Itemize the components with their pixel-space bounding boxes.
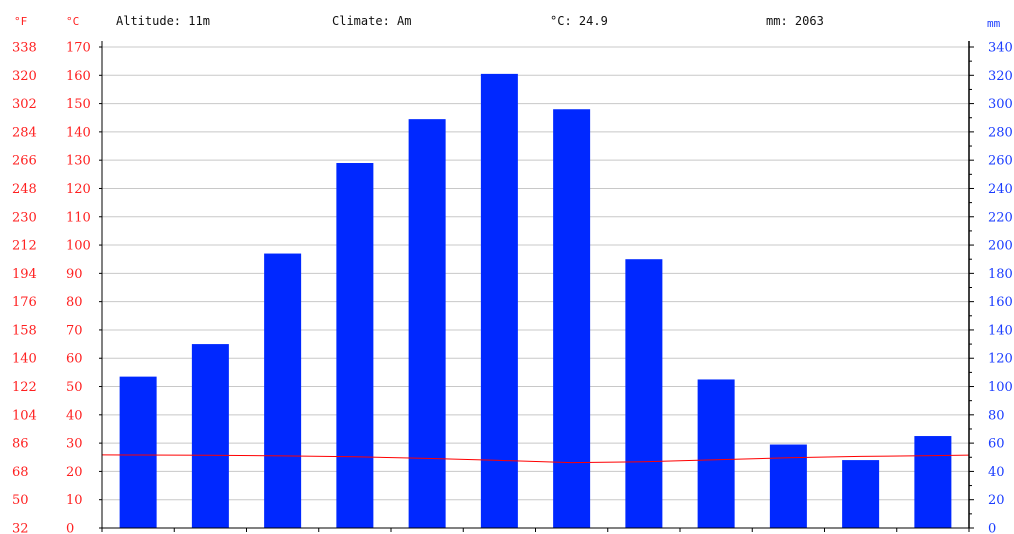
fahrenheit-tick-label: 68	[12, 465, 29, 480]
celsius-tick-label: 110	[66, 210, 91, 225]
fahrenheit-tick-label: 194	[12, 267, 37, 282]
precipitation-tick-label: 80	[988, 408, 1005, 423]
celsius-tick-label: 130	[66, 154, 91, 169]
fahrenheit-tick-label: 158	[12, 323, 37, 338]
precipitation-tick-label: 60	[988, 437, 1005, 452]
precipitation-tick-label: 260	[988, 154, 1013, 169]
celsius-tick-labels: 0 10 20 30 40 50 60 70 80 90 100 110 120 130 140 150 160…	[66, 41, 91, 534]
precipitation-bar-2	[191, 344, 229, 528]
celsius-tick-label: 0	[66, 522, 74, 534]
precipitation-bar-11	[842, 460, 880, 528]
celsius-tick-label: 100	[66, 239, 91, 254]
precipitation-bar-12	[914, 436, 952, 528]
fahrenheit-tick-label: 230	[12, 210, 37, 225]
precipitation-tick-labels: 0 20 40 60 80 100 120 140 160 180 200 220 240 260 280 3…	[988, 41, 1013, 534]
precipitation-tick-label: 240	[988, 182, 1013, 197]
precipitation-bar-4	[336, 163, 374, 528]
precipitation-bar-8	[625, 259, 663, 528]
celsius-tick-label: 50	[66, 380, 83, 395]
celsius-tick-label: 120	[66, 182, 91, 197]
temperature-line	[101, 454, 970, 464]
precipitation-tick-label: 340	[988, 41, 1013, 56]
fahrenheit-tick-label: 302	[12, 97, 37, 112]
precipitation-tick-label: 280	[988, 125, 1013, 140]
precipitation-tick-label: 220	[988, 210, 1013, 225]
precipitation-bar-9	[697, 379, 735, 528]
fahrenheit-tick-label: 50	[12, 493, 29, 508]
precipitation-bar-6	[480, 73, 518, 529]
precipitation-bars	[119, 73, 952, 529]
precipitation-bar-5	[408, 119, 446, 529]
celsius-tick-label: 40	[66, 408, 83, 423]
precipitation-tick-label: 320	[988, 69, 1013, 84]
precipitation-tick-label: 300	[988, 97, 1013, 112]
fahrenheit-tick-label: 140	[12, 352, 37, 367]
celsius-tick-label: 160	[66, 69, 91, 84]
precipitation-unit-label: mm	[987, 17, 1001, 30]
precipitation-tick-label: 160	[988, 295, 1013, 310]
fahrenheit-tick-label: 86	[12, 437, 29, 452]
fahrenheit-tick-label: 338	[12, 41, 37, 56]
fahrenheit-unit-label: °F	[14, 15, 27, 28]
mean-temperature-label: °C: 24.9	[550, 14, 608, 28]
precipitation-tick-label: 140	[988, 323, 1013, 338]
celsius-tick-label: 80	[66, 295, 83, 310]
celsius-tick-label: 20	[66, 465, 83, 480]
celsius-tick-label: 30	[66, 437, 83, 452]
precipitation-tick-label: 20	[988, 493, 1005, 508]
fahrenheit-tick-label: 122	[12, 380, 37, 395]
precipitation-tick-label: 0	[988, 522, 996, 534]
precipitation-tick-label: 40	[988, 465, 1005, 480]
celsius-unit-label: °C	[66, 15, 79, 28]
fahrenheit-tick-label: 248	[12, 182, 37, 197]
celsius-tick-label: 90	[66, 267, 83, 282]
precipitation-tick-label: 200	[988, 239, 1013, 254]
fahrenheit-tick-label: 32	[12, 522, 29, 534]
precipitation-bar-3	[264, 253, 302, 528]
celsius-tick-label: 150	[66, 97, 91, 112]
altitude-label: Altitude: 11m	[116, 14, 210, 28]
fahrenheit-tick-label: 284	[12, 125, 37, 140]
precipitation-bar-1	[119, 376, 157, 528]
precipitation-bar-7	[553, 109, 591, 528]
annual-precipitation-label: mm: 2063	[766, 14, 824, 28]
axes	[99, 41, 974, 532]
fahrenheit-tick-label: 266	[12, 154, 37, 169]
fahrenheit-tick-label: 176	[12, 295, 37, 310]
precipitation-tick-label: 120	[988, 352, 1013, 367]
celsius-tick-label: 170	[66, 41, 91, 56]
fahrenheit-tick-labels: 32 50 68 86 104 122 140 158 176 194 212 230 248 266 28…	[12, 41, 37, 534]
precipitation-tick-label: 180	[988, 267, 1013, 282]
temperature-line-group	[101, 454, 970, 464]
celsius-tick-label: 60	[66, 352, 83, 367]
fahrenheit-tick-label: 104	[12, 408, 37, 423]
fahrenheit-tick-label: 212	[12, 239, 37, 254]
celsius-tick-label: 70	[66, 323, 83, 338]
climate-label: Climate: Am	[332, 14, 411, 28]
grid-lines	[102, 46, 969, 501]
fahrenheit-tick-label: 320	[12, 69, 37, 84]
precipitation-tick-label: 100	[988, 380, 1013, 395]
celsius-tick-label: 10	[66, 493, 83, 508]
celsius-tick-label: 140	[66, 125, 91, 140]
